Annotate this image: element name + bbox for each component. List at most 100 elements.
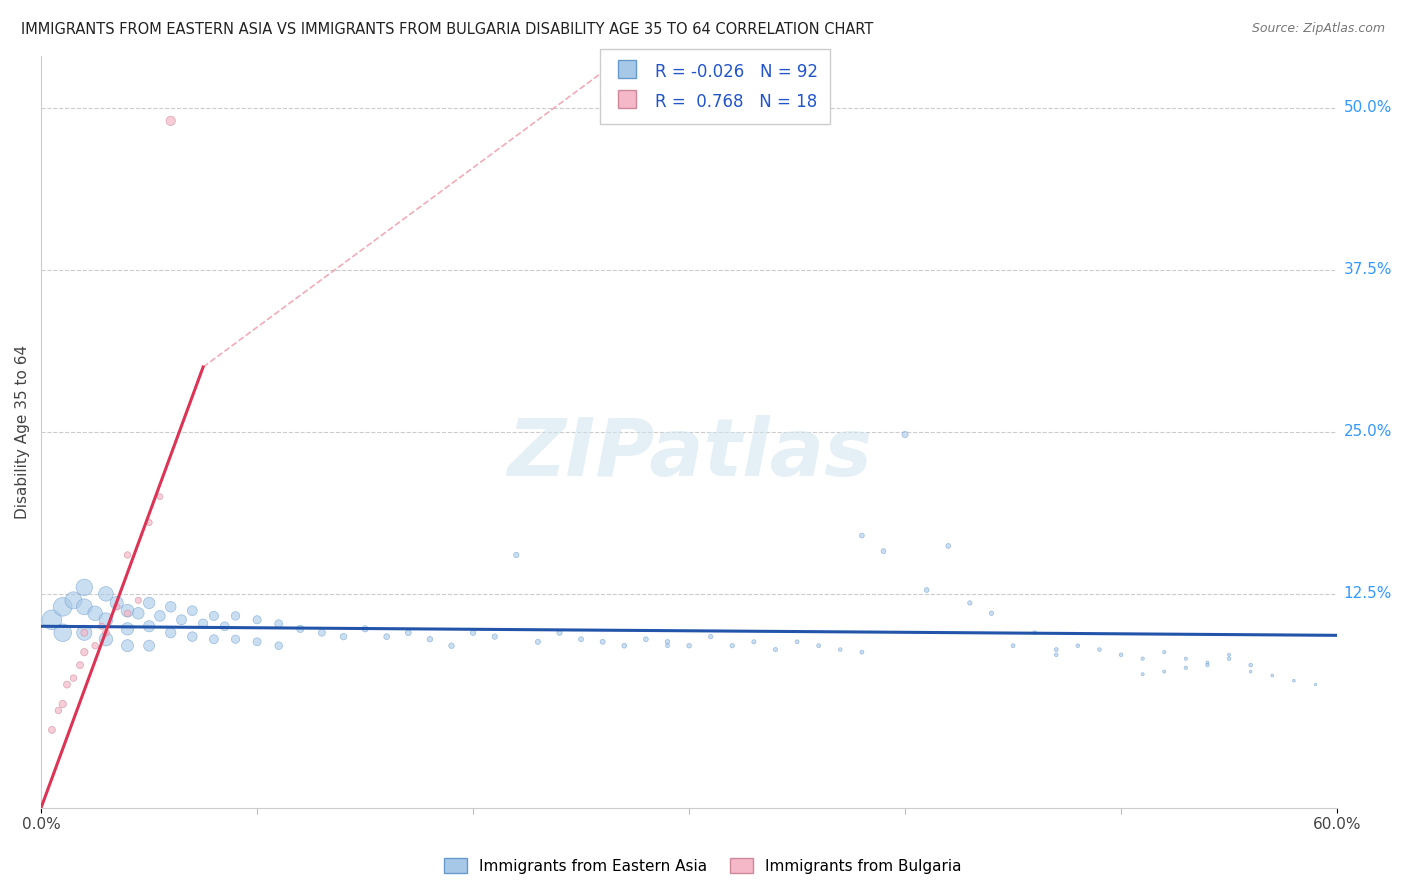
Point	[592, 635, 614, 649]
Point	[1132, 651, 1154, 665]
Point	[138, 516, 160, 530]
Point	[181, 630, 204, 644]
Point	[807, 639, 830, 653]
Point	[127, 607, 149, 621]
Point	[830, 642, 852, 657]
Point	[980, 607, 1002, 621]
Text: 37.5%: 37.5%	[1344, 262, 1392, 277]
Point	[851, 528, 873, 542]
Point	[41, 723, 63, 737]
Point	[62, 671, 84, 685]
Point	[159, 114, 181, 128]
Point	[246, 635, 269, 649]
Point	[1218, 651, 1240, 665]
Point	[634, 632, 657, 647]
Point	[149, 608, 172, 623]
Point	[105, 599, 128, 614]
Point	[267, 616, 290, 631]
Point	[311, 625, 333, 640]
Point	[786, 635, 808, 649]
Point	[73, 645, 96, 659]
Point	[224, 608, 246, 623]
Point	[1240, 665, 1263, 679]
Text: Source: ZipAtlas.com: Source: ZipAtlas.com	[1251, 22, 1385, 36]
Text: 25.0%: 25.0%	[1344, 425, 1392, 440]
Point	[936, 539, 959, 553]
Point	[117, 604, 139, 618]
Point	[1153, 665, 1175, 679]
Point	[84, 607, 107, 621]
Point	[1024, 625, 1046, 640]
Point	[84, 639, 107, 653]
Point	[505, 548, 527, 562]
Point	[851, 645, 873, 659]
Point	[1305, 677, 1327, 691]
Point	[52, 599, 75, 614]
Point	[1240, 658, 1263, 673]
Point	[117, 548, 139, 562]
Point	[1218, 648, 1240, 662]
Point	[138, 639, 160, 653]
Point	[461, 625, 484, 640]
Point	[1174, 661, 1197, 675]
Point	[440, 639, 463, 653]
Point	[1174, 651, 1197, 665]
Point	[1045, 648, 1067, 662]
Point	[354, 622, 377, 636]
Point	[52, 697, 75, 711]
Point	[1109, 648, 1132, 662]
Point	[699, 630, 721, 644]
Point	[181, 604, 204, 618]
Text: ZIPatlas: ZIPatlas	[506, 416, 872, 493]
Point	[73, 625, 96, 640]
Point	[959, 596, 981, 610]
Point	[894, 427, 917, 442]
Point	[94, 625, 117, 640]
Point	[419, 632, 441, 647]
Point	[214, 619, 236, 633]
Legend: Immigrants from Eastern Asia, Immigrants from Bulgaria: Immigrants from Eastern Asia, Immigrants…	[439, 852, 967, 880]
Point	[159, 625, 181, 640]
Point	[1197, 656, 1219, 670]
Point	[765, 642, 787, 657]
Point	[170, 613, 193, 627]
Point	[117, 639, 139, 653]
Point	[721, 639, 744, 653]
Point	[332, 630, 354, 644]
Point	[1067, 639, 1090, 653]
Point	[569, 632, 592, 647]
Point	[1045, 642, 1067, 657]
Point	[290, 622, 312, 636]
Point	[105, 596, 128, 610]
Point	[396, 625, 419, 640]
Point	[915, 582, 938, 597]
Legend: R = -0.026   N = 92, R =  0.768   N = 18: R = -0.026 N = 92, R = 0.768 N = 18	[600, 49, 830, 124]
Point	[117, 607, 139, 621]
Point	[202, 632, 225, 647]
Point	[138, 619, 160, 633]
Point	[375, 630, 398, 644]
Point	[527, 635, 550, 649]
Point	[62, 593, 84, 607]
Point	[56, 677, 79, 691]
Point	[742, 635, 765, 649]
Point	[678, 639, 700, 653]
Point	[613, 639, 636, 653]
Point	[73, 625, 96, 640]
Point	[191, 616, 214, 631]
Point	[117, 622, 139, 636]
Point	[1153, 645, 1175, 659]
Point	[657, 639, 679, 653]
Point	[1002, 639, 1025, 653]
Point	[94, 632, 117, 647]
Point	[224, 632, 246, 647]
Point	[48, 704, 70, 718]
Point	[548, 625, 571, 640]
Text: 12.5%: 12.5%	[1344, 586, 1392, 601]
Point	[1261, 668, 1284, 682]
Point	[90, 619, 112, 633]
Point	[138, 596, 160, 610]
Point	[69, 658, 91, 673]
Point	[1282, 673, 1305, 688]
Point	[267, 639, 290, 653]
